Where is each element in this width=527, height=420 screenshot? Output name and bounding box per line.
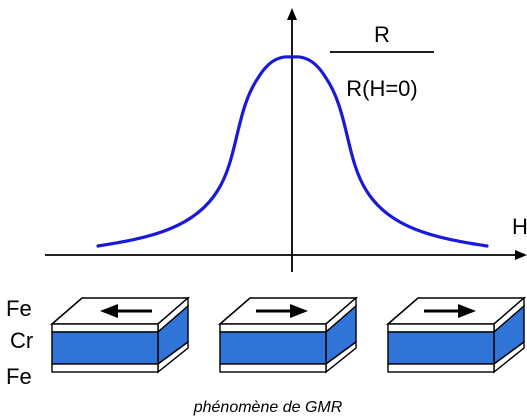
x-axis-label: H — [512, 214, 527, 239]
fe-bottom-layer — [219, 363, 327, 373]
right-arrow-icon — [256, 304, 308, 318]
fe-top-layer — [219, 323, 327, 333]
fe-bottom-layer — [387, 363, 495, 373]
fe-top-label: Fe — [6, 296, 32, 321]
x-axis-arrowhead — [515, 250, 527, 260]
cr-layer — [219, 331, 327, 365]
multilayer-block-1 — [49, 296, 191, 374]
fraction-numerator: R — [374, 22, 390, 47]
fe-bottom-layer — [51, 363, 159, 373]
cr-layer — [51, 331, 159, 365]
cr-label: Cr — [10, 328, 33, 353]
multilayer-block-3 — [385, 296, 527, 374]
graph: R R(H=0) H — [45, 8, 527, 272]
layer-labels: Fe Cr Fe — [6, 296, 33, 389]
y-axis-arrowhead — [287, 8, 297, 20]
fe-top-layer — [51, 323, 159, 333]
figure-caption: phénomène de GMR — [193, 399, 343, 416]
right-arrow-icon — [424, 304, 476, 318]
fe-top-layer — [387, 323, 495, 333]
left-arrow-icon — [100, 304, 152, 318]
fraction-denominator: R(H=0) — [346, 76, 418, 101]
multilayer-block-2 — [217, 296, 359, 374]
cr-layer — [387, 331, 495, 365]
resistance-curve — [96, 55, 489, 248]
fe-bottom-label: Fe — [6, 364, 32, 389]
